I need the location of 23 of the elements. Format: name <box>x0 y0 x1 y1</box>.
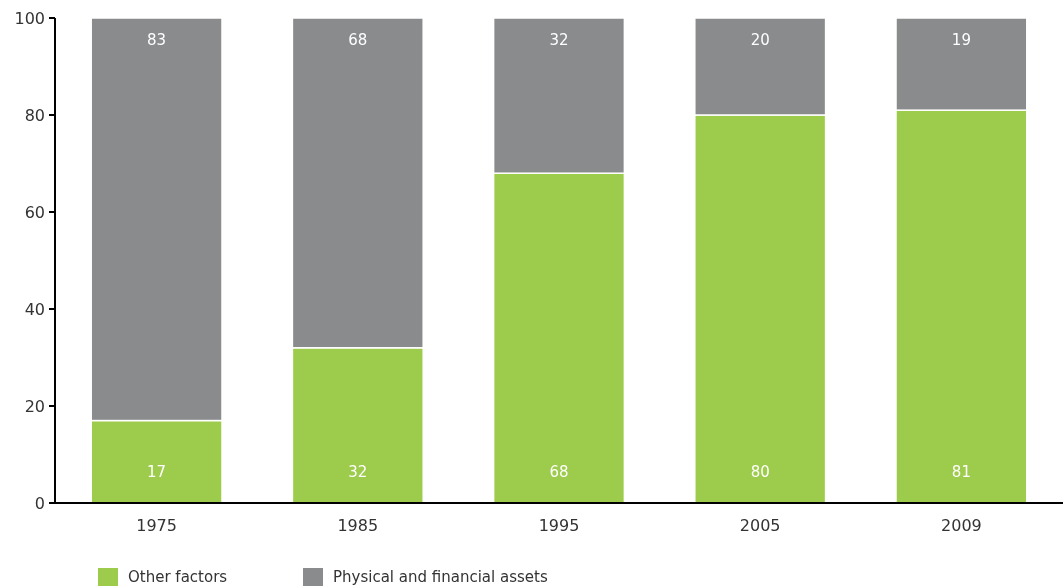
y-tick-label: 0 <box>34 493 45 513</box>
data-label: 68 <box>549 463 569 481</box>
data-label: 32 <box>348 463 368 481</box>
data-label: 83 <box>147 31 167 49</box>
x-tick-label: 1975 <box>136 516 177 535</box>
data-label: 19 <box>951 31 971 49</box>
y-tick-label: 40 <box>24 299 45 319</box>
y-tick-label: 20 <box>24 396 45 416</box>
data-label: 81 <box>951 463 971 481</box>
legend-label: Physical and financial assets <box>333 568 548 587</box>
y-tick-label: 60 <box>24 202 45 222</box>
legend-label: Other factors <box>128 568 228 587</box>
y-tick-label: 80 <box>24 105 45 125</box>
data-label: 68 <box>348 31 368 49</box>
data-label: 32 <box>549 31 569 49</box>
data-label: 80 <box>750 463 770 481</box>
y-tick-label: 100 <box>14 8 45 28</box>
data-label: 17 <box>147 463 167 481</box>
x-tick-label: 2009 <box>941 516 982 535</box>
x-tick-label: 1995 <box>538 516 580 535</box>
x-tick-label: 2005 <box>739 516 781 535</box>
data-label: 20 <box>750 31 770 49</box>
x-tick-label: 1985 <box>337 516 379 535</box>
